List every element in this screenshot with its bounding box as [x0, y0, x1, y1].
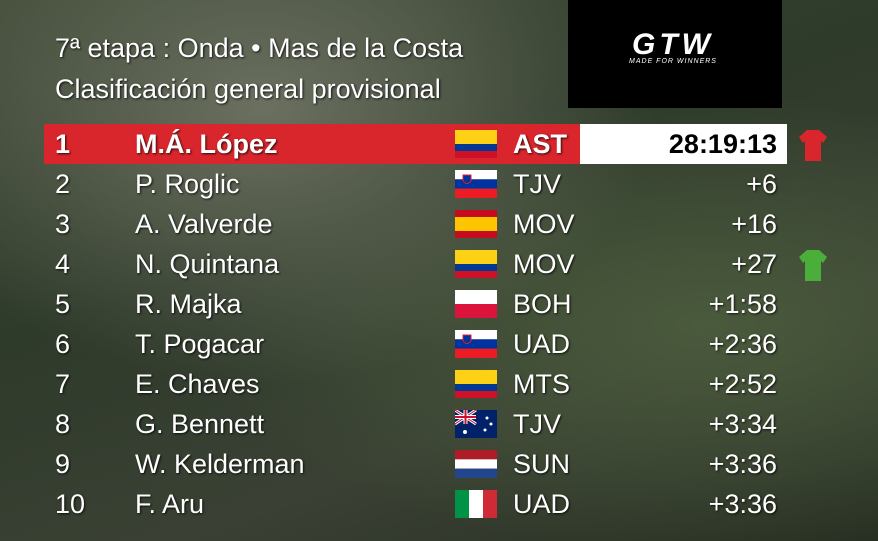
rider-name: W. Kelderman: [135, 449, 305, 479]
flag: [455, 450, 497, 478]
rank: 6: [55, 329, 71, 359]
team: TJV: [513, 409, 562, 439]
green-jersey: [799, 250, 827, 281]
team: UAD: [513, 329, 571, 359]
red-jersey: [799, 130, 827, 161]
time: +27: [731, 249, 777, 279]
leader-band: [44, 124, 580, 164]
flag: [455, 490, 497, 518]
flag: [455, 410, 497, 438]
stage-title: 7ª etapa : Onda • Mas de la Costa: [55, 33, 464, 63]
classification-title: Clasificación general provisional: [55, 74, 441, 104]
leader-time-box: [580, 124, 787, 164]
rider-name: F. Aru: [135, 489, 205, 519]
time: +2:36: [708, 329, 777, 359]
rider-name: T. Pogacar: [135, 329, 265, 359]
team: MOV: [513, 209, 575, 239]
sponsor-logo: GTW made for WINNERS: [568, 0, 782, 108]
flag: [455, 170, 497, 198]
flag: [455, 130, 497, 158]
rider-name: R. Majka: [135, 289, 242, 319]
rank: 10: [55, 489, 86, 519]
flag: [455, 370, 497, 398]
rank: 3: [55, 209, 71, 239]
time: +3:36: [708, 489, 777, 519]
rider-name: E. Chaves: [135, 369, 260, 399]
time: +1:58: [708, 289, 777, 319]
flag: [455, 250, 497, 278]
time: 28:19:13: [668, 129, 777, 159]
time: +3:36: [708, 449, 777, 479]
flag: [455, 330, 497, 358]
rider-name: P. Roglic: [135, 169, 240, 199]
logo-tagline: made for WINNERS: [629, 58, 717, 65]
logo-text: GTW: [632, 28, 714, 61]
rank: 1: [55, 129, 71, 159]
time: +16: [731, 209, 777, 239]
team: UAD: [513, 489, 571, 519]
time: +6: [746, 169, 777, 199]
team: SUN: [513, 449, 571, 479]
rider-name: A. Valverde: [135, 209, 273, 239]
team: TJV: [513, 169, 562, 199]
team: MOV: [513, 249, 575, 279]
team: MTS: [513, 369, 570, 399]
rank: 2: [55, 169, 71, 199]
flag: [455, 290, 497, 318]
time: +2:52: [708, 369, 777, 399]
rank: 9: [55, 449, 71, 479]
flag: [455, 210, 497, 238]
rank: 7: [55, 369, 71, 399]
rider-name: N. Quintana: [135, 249, 280, 279]
rank: 8: [55, 409, 71, 439]
rank: 4: [55, 249, 71, 279]
team: AST: [513, 129, 567, 159]
team: BOH: [513, 289, 572, 319]
time: +3:34: [708, 409, 777, 439]
rider-name: G. Bennett: [135, 409, 265, 439]
rider-name: M.Á. López: [135, 129, 278, 159]
rank: 5: [55, 289, 71, 319]
